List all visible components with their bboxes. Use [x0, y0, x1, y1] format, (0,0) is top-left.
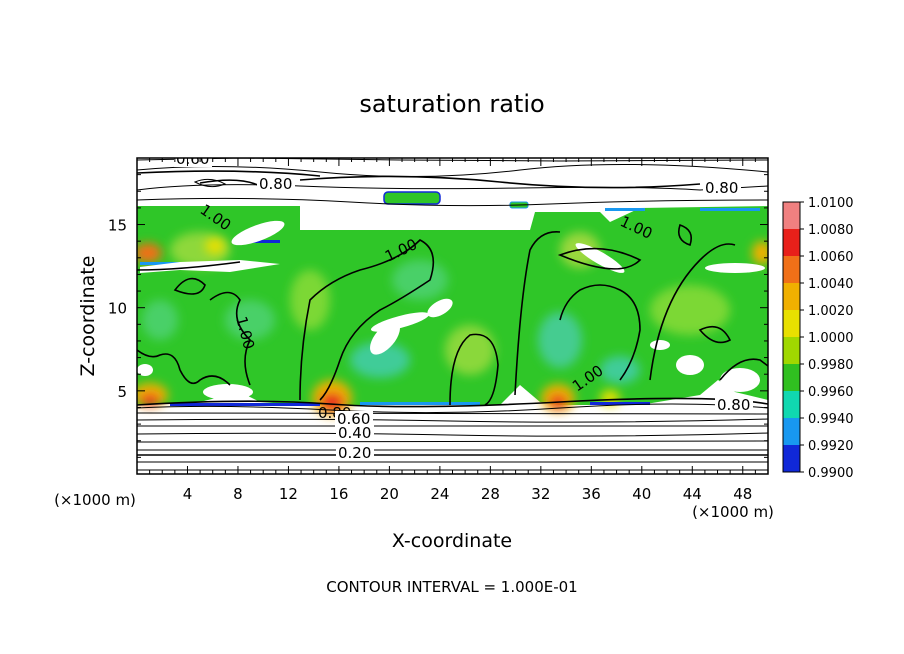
colorbar-label: 1.0080 [808, 223, 854, 238]
contour-label: 0.80 [257, 175, 295, 193]
colorbar-swatch [783, 391, 800, 418]
x-tick-label: 28 [481, 485, 500, 503]
colorbar-swatch [783, 418, 800, 445]
saturated-region [137, 206, 768, 405]
chart-title: saturation ratio [359, 90, 544, 118]
colorbar: 1.0100 1.0080 1.0060 1.0040 1.0020 1.0000 0.99… [782, 196, 854, 481]
x-tick-label: 24 [430, 485, 449, 503]
colorbar-label: 0.9940 [808, 412, 854, 427]
contour-label-text: 0.80 [705, 179, 738, 197]
unsaturated-holes [137, 220, 765, 400]
x-tick-label: 8 [233, 485, 243, 503]
contour-label-text: 0.80 [717, 396, 750, 414]
contour-lines-bold [137, 170, 768, 456]
x-tick-label: 32 [531, 485, 550, 503]
x-axis: 4 8 12 16 20 24 28 32 36 40 44 48 [149, 158, 756, 503]
upper-cloud-patches [383, 191, 529, 209]
plot-area: 0.60 0.80 0.80 1.00 1.00 1.00 1.00 1.00 … [137, 150, 768, 474]
colorbar-label: 1.0000 [808, 331, 854, 346]
contour-label: 0.60 [335, 410, 373, 428]
y-tick-label: 5 [117, 383, 127, 401]
colorbar-label: 1.0040 [808, 277, 854, 292]
contour-label: 0.40 [336, 424, 374, 442]
x-axis-label: X-coordinate [392, 530, 512, 552]
contour-interval-note: CONTOUR INTERVAL = 1.000E-01 [326, 578, 577, 596]
colorbar-swatch [783, 229, 800, 256]
colorbar-swatch [783, 310, 800, 337]
contour-label-text: 0.60 [337, 410, 370, 428]
x-tick-label: 36 [582, 485, 601, 503]
colorbar-label: 1.0060 [808, 250, 854, 265]
colorbar-swatch [783, 337, 800, 364]
x-tick-label: 12 [279, 485, 298, 503]
y-axis-label: Z-coordinate [77, 256, 99, 377]
colorbar-swatch [783, 283, 800, 310]
colorbar-label: 0.9900 [808, 466, 854, 481]
y-tick-label: 10 [108, 300, 127, 318]
contour-label: 0.60 [174, 150, 212, 168]
colorbar-swatch [783, 202, 800, 229]
contour-label-text: 0.80 [259, 175, 292, 193]
colorbar-swatch [783, 364, 800, 391]
contour-label-text: 0.20 [338, 444, 371, 462]
colorbar-label: 0.9960 [808, 385, 854, 400]
contour-label: 0.80 [703, 179, 741, 197]
x-tick-label: 44 [683, 485, 702, 503]
colorbar-label: 1.0100 [808, 196, 854, 211]
x-tick-label: 4 [183, 485, 193, 503]
y-axis: 5 10 15 [108, 174, 768, 458]
x-tick-label: 16 [329, 485, 348, 503]
contour-label: 0.20 [336, 444, 374, 462]
x-unit-label-right: (×1000 m) [692, 503, 774, 521]
contour-label-text: 0.60 [176, 150, 209, 168]
contour-label-text: 0.40 [338, 424, 371, 442]
contour-label-group: 0.60 0.80 0.80 1.00 1.00 1.00 1.00 1.00 … [174, 150, 753, 462]
colorbar-swatch [783, 256, 800, 283]
x-tick-label: 40 [632, 485, 651, 503]
colorbar-label: 0.9980 [808, 358, 854, 373]
contour-label: 0.80 [715, 396, 753, 414]
supersaturated-hotspots [137, 238, 768, 416]
x-unit-label-left: (×1000 m) [54, 491, 136, 509]
x-tick-label: 20 [380, 485, 399, 503]
x-tick-label: 48 [733, 485, 752, 503]
colorbar-label: 1.0020 [808, 304, 854, 319]
y-tick-label: 15 [108, 217, 127, 235]
colorbar-label: 0.9920 [808, 439, 854, 454]
colorbar-swatch [783, 445, 800, 472]
